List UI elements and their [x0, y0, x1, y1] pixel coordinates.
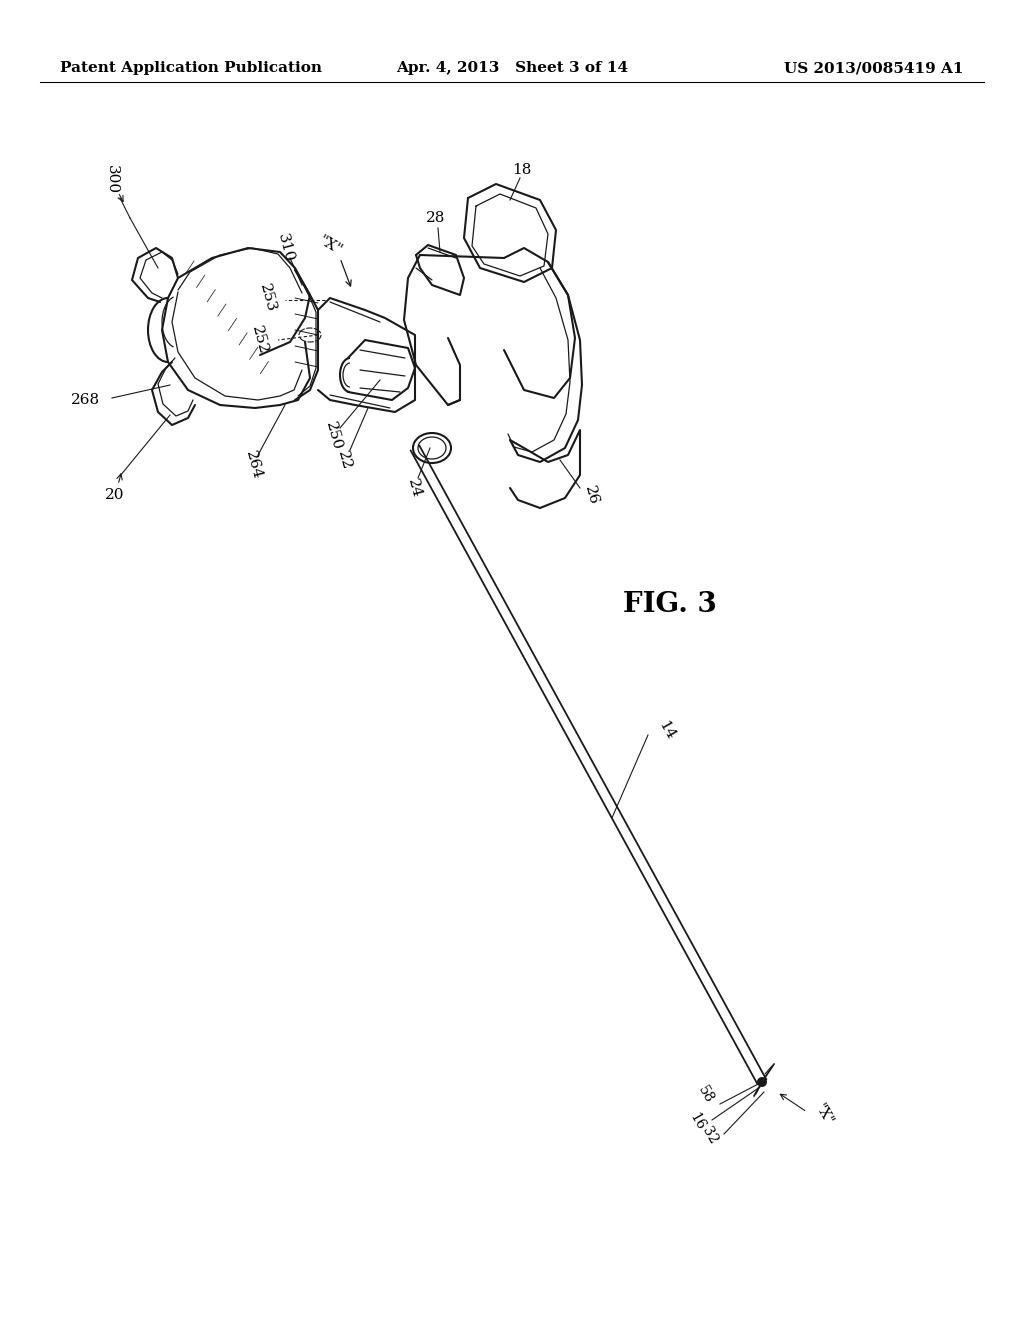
Text: 32: 32 [699, 1125, 720, 1147]
Text: 14: 14 [656, 718, 678, 742]
Text: 264: 264 [244, 449, 264, 480]
Text: 252: 252 [249, 325, 270, 356]
Text: 16: 16 [687, 1111, 708, 1133]
Text: FIG. 3: FIG. 3 [624, 591, 717, 619]
Text: 20: 20 [105, 488, 125, 502]
Text: 300: 300 [105, 165, 119, 194]
Text: US 2013/0085419 A1: US 2013/0085419 A1 [784, 61, 964, 75]
Circle shape [757, 1077, 767, 1086]
Text: 253: 253 [257, 282, 278, 314]
Text: 26: 26 [582, 483, 600, 507]
Text: 58: 58 [695, 1084, 716, 1106]
Text: "X": "X" [315, 234, 344, 259]
Text: 24: 24 [404, 477, 423, 499]
Text: 268: 268 [71, 393, 100, 407]
Text: Apr. 4, 2013   Sheet 3 of 14: Apr. 4, 2013 Sheet 3 of 14 [396, 61, 628, 75]
Text: 310: 310 [275, 232, 297, 264]
Text: 22: 22 [335, 449, 353, 471]
Text: "X": "X" [812, 1102, 836, 1129]
Text: 18: 18 [512, 162, 531, 177]
Text: 250: 250 [324, 420, 344, 451]
Text: 28: 28 [426, 211, 445, 224]
Text: Patent Application Publication: Patent Application Publication [60, 61, 322, 75]
